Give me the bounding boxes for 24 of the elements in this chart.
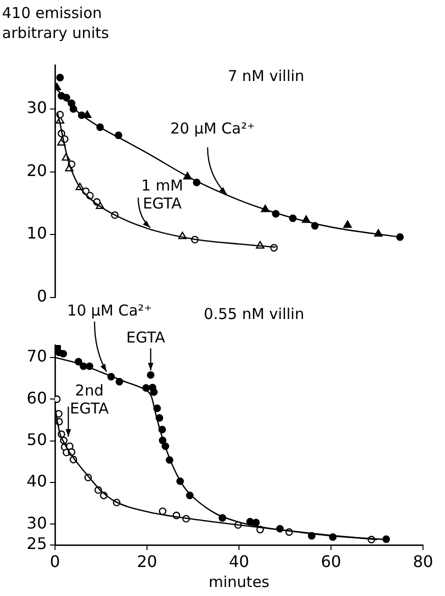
y-axis-title: 410 emission arbitrary units: [2, 4, 110, 42]
annotation: 2nd EGTA: [70, 382, 110, 418]
y-tick-label: 70: [26, 346, 47, 366]
y-tick-label: 60: [26, 388, 47, 408]
x-tick-label: 80: [412, 552, 434, 571]
y-tick-label: 10: [26, 224, 47, 243]
x-tick-label: 20: [136, 552, 158, 571]
y-tick-label: 20: [26, 160, 47, 180]
x-axis-title: minutes: [208, 572, 270, 591]
y-tick-label: 30: [26, 513, 47, 532]
y-tick-label: 30: [26, 98, 47, 118]
y-tick-label: 40: [26, 472, 47, 491]
y-tick-label: 25: [26, 534, 47, 554]
annotation: EGTA: [126, 328, 166, 346]
annotation: 20 µM Ca²⁺: [170, 119, 255, 138]
x-tick-label: 40: [228, 552, 250, 571]
annotation: 7 nM villin: [228, 66, 304, 85]
annotation: 10 µM Ca²⁺: [67, 302, 152, 320]
x-tick-label: 0: [50, 552, 60, 571]
text: 0.55 nM villin: [204, 304, 304, 323]
y-tick-label: 50: [26, 430, 47, 449]
y-tick-label: 0: [36, 286, 47, 306]
x-tick-label: 60: [320, 552, 342, 571]
annotation: 1 mM EGTA: [141, 176, 184, 213]
